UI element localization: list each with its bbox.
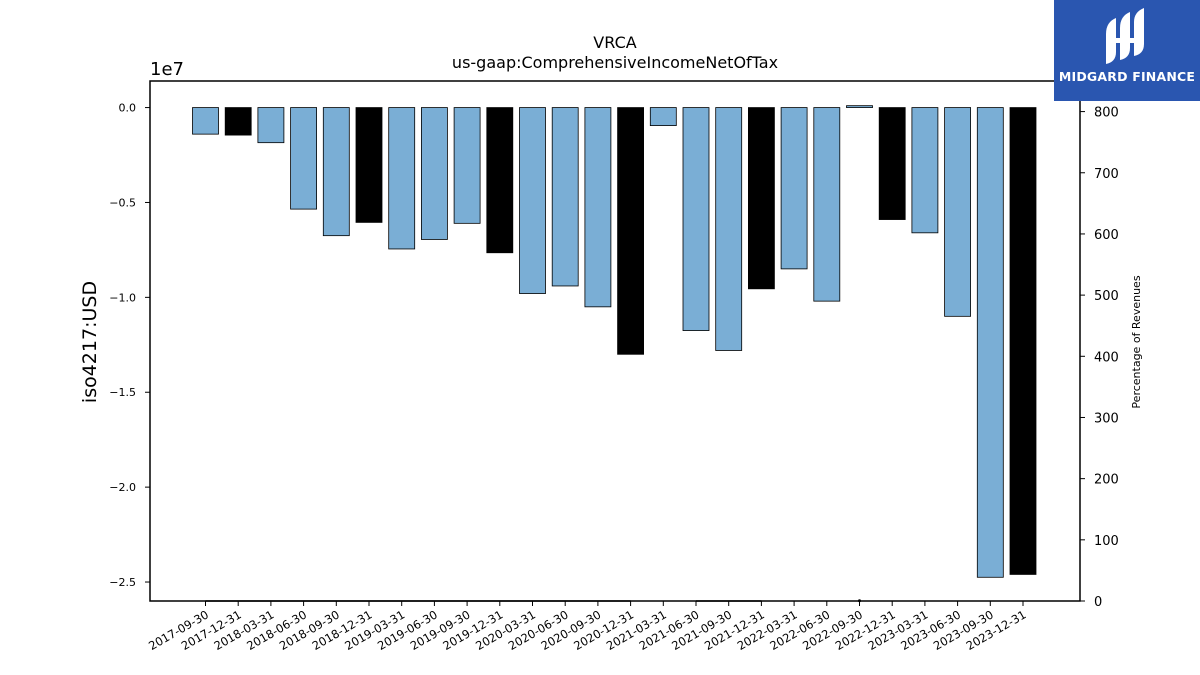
y2-axis-ticks: 0 100 200 300 400 500 600 700 800 [1080, 106, 1119, 610]
bar-2020-09-30 [584, 107, 612, 308]
bar-2018-03-31 [257, 107, 285, 144]
y-tick-label: −2.0 [109, 481, 136, 494]
y-axis-label: iso4217:USD [79, 281, 101, 403]
y-tick-label: −0.5 [109, 196, 136, 209]
bar-2020-06-30 [551, 107, 579, 287]
logo: MIDGARD FINANCE [1054, 0, 1200, 101]
x-axis-ticks: 2017-09-302017-12-312018-03-312018-06-30… [146, 601, 1029, 653]
plot-frame [149, 80, 1081, 602]
chart-subtitle: us-gaap:ComprehensiveIncomeNetOfTax [452, 53, 778, 72]
bar-2022-09-30 [846, 105, 873, 108]
y-offset-label: 1e7 [150, 59, 184, 80]
y-tick-label: −1.0 [109, 291, 136, 304]
y2-tick-label: 600 [1094, 228, 1119, 243]
bar-2020-03-31 [519, 107, 546, 294]
bar-2020-12-31 [617, 107, 644, 355]
bar-2021-03-31 [649, 107, 677, 126]
y2-axis-label: Percentage of Revenues [1130, 275, 1143, 408]
bar-2023-06-30 [944, 107, 971, 317]
bar-2018-09-30 [322, 107, 350, 237]
bar-2017-12-31 [224, 107, 252, 136]
y2-tick-label: 700 [1094, 167, 1119, 182]
y-axis-ticks: 0.0 −0.5 −1.0 −1.5 −2.0 −2.5 [109, 102, 150, 589]
bar-2019-12-31 [486, 107, 514, 254]
bar-2019-03-31 [388, 107, 416, 250]
bar-2023-09-30 [976, 107, 1004, 578]
y2-tick-label: 100 [1094, 534, 1119, 549]
y-tick-label: −2.5 [109, 576, 136, 589]
y2-tick-label: 200 [1094, 473, 1119, 488]
y2-tick-label: 800 [1094, 106, 1119, 121]
bar-2018-06-30 [290, 107, 318, 210]
y-tick-label: −1.5 [109, 386, 136, 399]
bars-group [192, 105, 1037, 578]
midgard-logo-icon [1106, 8, 1144, 64]
bar-2022-06-30 [813, 107, 841, 302]
logo-text: MIDGARD FINANCE [1058, 69, 1196, 84]
y-tick-label: 0.0 [119, 102, 137, 115]
chart-title: VRCA [593, 33, 636, 52]
bar-2021-09-30 [715, 107, 743, 351]
bar-2019-09-30 [453, 107, 481, 224]
y2-tick-label: 300 [1094, 411, 1119, 426]
bar-2023-12-31 [1009, 107, 1037, 575]
bar-2018-12-31 [355, 107, 383, 223]
bar-2022-12-31 [878, 107, 906, 220]
y2-tick-label: 400 [1094, 350, 1119, 365]
bar-2023-03-31 [911, 107, 939, 234]
bar-2021-12-31 [748, 107, 775, 290]
y2-tick-label: 500 [1094, 289, 1119, 304]
bar-2019-06-30 [420, 107, 448, 240]
y2-tick-label: 0 [1094, 595, 1102, 610]
bar-2021-06-30 [682, 107, 710, 331]
bar-2022-03-31 [780, 107, 808, 270]
bar-2017-09-30 [192, 107, 219, 135]
